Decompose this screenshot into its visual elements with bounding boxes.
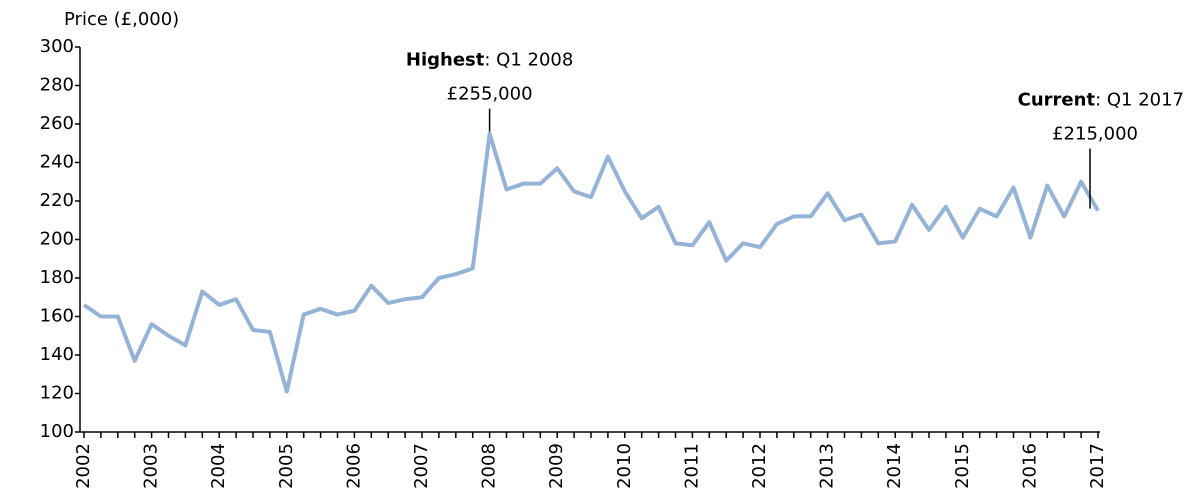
x-tick-label: 2002 xyxy=(73,443,94,489)
x-tick-label: 2013 xyxy=(817,443,838,489)
annotation-value: £215,000 xyxy=(1052,124,1138,145)
y-tick-label: 180 xyxy=(40,267,74,288)
y-tick-label: 200 xyxy=(40,229,74,250)
x-tick-label: 2003 xyxy=(141,443,162,489)
annotation-label: Current xyxy=(1018,90,1096,111)
y-tick-label: 120 xyxy=(40,383,74,404)
x-tick-label: 2006 xyxy=(343,443,364,489)
x-tick-label: 2012 xyxy=(749,443,770,489)
y-tick-label: 140 xyxy=(40,344,74,365)
annotation-value: £255,000 xyxy=(447,84,533,105)
x-tick-label: 2011 xyxy=(681,443,702,489)
x-tick-label: 2007 xyxy=(411,443,432,489)
x-tick-label: 2008 xyxy=(479,443,500,489)
y-tick-label: 280 xyxy=(40,75,74,96)
x-tick-label: 2017 xyxy=(1087,443,1108,489)
y-tick-label: 260 xyxy=(40,113,74,134)
x-tick-label: 2014 xyxy=(884,443,905,489)
y-tick-label: 240 xyxy=(40,152,74,173)
x-tick-label: 2004 xyxy=(208,443,229,489)
x-tick-label: 2005 xyxy=(276,443,297,489)
x-tick-label: 2016 xyxy=(1019,443,1040,489)
line-series xyxy=(82,131,1100,394)
x-tick-label: 2009 xyxy=(546,443,567,489)
y-tick-label: 160 xyxy=(40,306,74,327)
annotation-title: Current: Q1 2017 xyxy=(1018,90,1184,111)
annotation-text: : Q1 2017 xyxy=(1095,90,1184,111)
annotation-title: Highest: Q1 2008 xyxy=(406,50,573,71)
y-tick-label: 300 xyxy=(40,36,74,57)
y-tick-label: 220 xyxy=(40,190,74,211)
annotation-text: : Q1 2008 xyxy=(484,50,573,71)
annotation-label: Highest xyxy=(406,50,485,71)
y-axis-label: Price (£,000) xyxy=(64,9,179,30)
y-tick-label: 100 xyxy=(40,421,74,442)
x-tick-label: 2010 xyxy=(614,443,635,489)
x-tick-label: 2015 xyxy=(952,443,973,489)
